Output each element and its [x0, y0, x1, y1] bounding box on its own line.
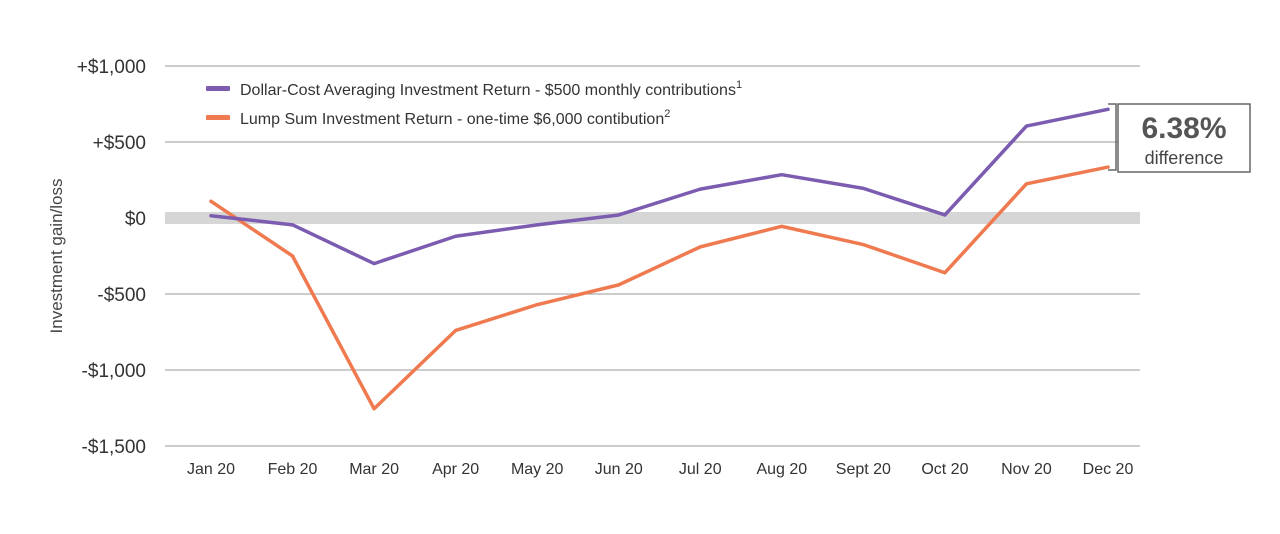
point-lump-sum — [1024, 182, 1028, 186]
x-axis-ticks: Jan 20 Feb 20 Mar 20 Apr 20 May 20 Jun 20 Jul … — [187, 461, 1133, 478]
y-tick-label: -$1,000 — [82, 361, 146, 382]
callout-label: difference — [1145, 148, 1224, 168]
point-dca — [698, 187, 702, 191]
x-tick-label: Dec 20 — [1083, 461, 1134, 478]
callout-bracket — [1108, 103, 1117, 171]
x-tick-label: Jul 20 — [679, 461, 722, 478]
legend-swatch-lump-sum — [206, 115, 230, 120]
point-dca — [1024, 124, 1028, 128]
y-axis-label: Investment gain/loss — [47, 179, 66, 334]
point-dca — [943, 213, 947, 217]
point-dca — [372, 262, 376, 266]
y-axis-ticks: +$1,000 +$500 $0 -$500 -$1,000 -$1,500 — [77, 57, 146, 458]
point-lump-sum — [943, 271, 947, 275]
legend-label-lump-sum: Lump Sum Investment Return - one-time $6… — [240, 108, 670, 128]
y-tick-label: +$1,000 — [77, 57, 146, 78]
x-tick-label: Mar 20 — [349, 461, 399, 478]
point-lump-sum — [535, 303, 539, 307]
x-tick-label: May 20 — [511, 461, 564, 478]
point-lump-sum — [698, 245, 702, 249]
legend-label-dca: Dollar-Cost Averaging Investment Return … — [240, 79, 742, 99]
x-tick-label: Sept 20 — [836, 461, 891, 478]
zero-band — [165, 212, 1140, 224]
y-tick-label: +$500 — [93, 133, 146, 154]
point-dca — [861, 186, 865, 190]
x-tick-label: Oct 20 — [921, 461, 968, 478]
x-tick-label: Apr 20 — [432, 461, 479, 478]
zero-band-rect — [165, 212, 1140, 224]
series-line-lump-sum — [209, 165, 1110, 411]
point-dca — [291, 223, 295, 227]
x-tick-label: Nov 20 — [1001, 461, 1052, 478]
y-tick-label: -$1,500 — [82, 437, 146, 458]
point-dca — [454, 234, 458, 238]
point-lump-sum — [1106, 165, 1110, 169]
callout-value: 6.38% — [1141, 112, 1226, 145]
point-dca — [780, 173, 784, 177]
point-lump-sum — [617, 283, 621, 287]
point-lump-sum — [861, 243, 865, 247]
x-tick-label: Jun 20 — [595, 461, 643, 478]
point-lump-sum — [372, 407, 376, 411]
x-tick-label: Jan 20 — [187, 461, 235, 478]
point-dca — [1106, 107, 1110, 111]
callout-box — [1117, 103, 1251, 173]
x-tick-label: Feb 20 — [268, 461, 318, 478]
series-lines — [209, 107, 1110, 411]
legend-swatch-dca — [206, 86, 230, 91]
point-lump-sum — [780, 224, 784, 228]
y-tick-label: $0 — [125, 209, 146, 230]
point-lump-sum — [291, 254, 295, 258]
point-dca — [535, 223, 539, 227]
point-dca — [617, 213, 621, 217]
legend: Dollar-Cost Averaging Investment Return … — [206, 79, 742, 128]
point-lump-sum — [209, 199, 213, 203]
point-lump-sum — [454, 328, 458, 332]
series-line-dca — [209, 107, 1110, 266]
x-tick-label: Aug 20 — [756, 461, 807, 478]
difference-callout: 6.38% difference — [1108, 103, 1251, 173]
y-tick-label: -$500 — [97, 285, 146, 306]
point-dca — [209, 214, 213, 218]
